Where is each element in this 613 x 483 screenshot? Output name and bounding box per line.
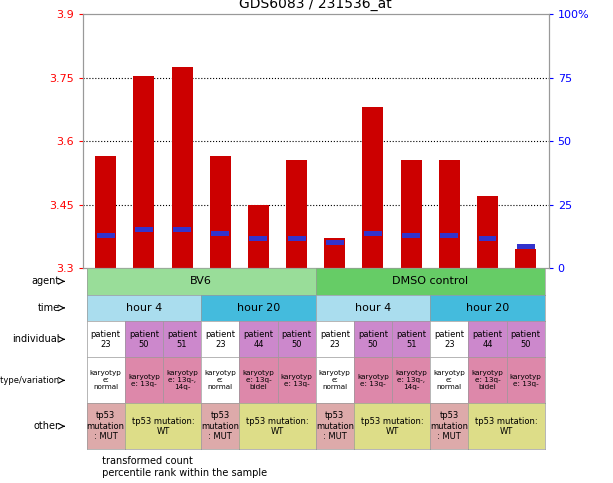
Bar	[479, 236, 497, 241]
Text: karyotyp
e:
normal: karyotyp e: normal	[89, 370, 121, 390]
Text: patient
51: patient 51	[396, 329, 426, 349]
Bar	[439, 160, 460, 268]
Bar	[326, 240, 344, 245]
Text: percentile rank within the sample: percentile rank within the sample	[99, 468, 267, 478]
Bar	[402, 233, 420, 239]
Bar	[362, 107, 384, 268]
Bar	[324, 239, 345, 268]
Text: hour 20: hour 20	[466, 303, 509, 313]
Text: patient
23: patient 23	[435, 329, 465, 349]
Bar	[364, 231, 382, 236]
Text: karyotyp
e:
normal: karyotyp e: normal	[204, 370, 236, 390]
Text: tp53 mutation:
WT: tp53 mutation: WT	[475, 416, 538, 436]
Text: time: time	[37, 303, 59, 313]
Bar	[135, 227, 153, 232]
Text: patient
51: patient 51	[167, 329, 197, 349]
Bar	[248, 205, 269, 268]
Text: tp53
mutation
: MUT: tp53 mutation : MUT	[86, 412, 124, 441]
Text: tp53
mutation
: MUT: tp53 mutation : MUT	[316, 412, 354, 441]
Text: patient
44: patient 44	[243, 329, 273, 349]
Text: genotype/variation: genotype/variation	[0, 376, 59, 385]
Text: agent: agent	[31, 276, 59, 286]
Title: GDS6083 / 231536_at: GDS6083 / 231536_at	[239, 0, 392, 11]
Text: patient
50: patient 50	[511, 329, 541, 349]
Text: karyotyp
e: 13q-: karyotyp e: 13q-	[281, 374, 313, 387]
Text: tp53 mutation:
WT: tp53 mutation: WT	[132, 416, 194, 436]
Text: patient
50: patient 50	[129, 329, 159, 349]
Bar	[477, 196, 498, 268]
Bar	[95, 156, 116, 268]
Text: karyotyp
e: 13q-: karyotyp e: 13q-	[357, 374, 389, 387]
Text: karyotyp
e: 13q-,
14q-: karyotyp e: 13q-, 14q-	[395, 370, 427, 390]
Bar	[517, 244, 535, 249]
Text: DMSO control: DMSO control	[392, 276, 468, 286]
Text: karyotyp
e:
normal: karyotyp e: normal	[433, 370, 465, 390]
Text: hour 20: hour 20	[237, 303, 280, 313]
Text: patient
23: patient 23	[320, 329, 350, 349]
Text: karyotyp
e:
normal: karyotyp e: normal	[319, 370, 351, 390]
Bar	[97, 233, 115, 239]
Text: tp53 mutation:
WT: tp53 mutation: WT	[361, 416, 424, 436]
Text: karyotyp
e: 13q-
bidel: karyotyp e: 13q- bidel	[243, 370, 275, 390]
Bar	[515, 249, 536, 268]
Text: other: other	[34, 421, 59, 431]
Text: patient
23: patient 23	[205, 329, 235, 349]
Text: patient
23: patient 23	[91, 329, 121, 349]
Text: hour 4: hour 4	[126, 303, 162, 313]
Bar	[210, 156, 230, 268]
Text: karyotyp
e: 13q-,
14q-: karyotyp e: 13q-, 14q-	[166, 370, 198, 390]
Bar	[172, 67, 192, 268]
Text: patient
50: patient 50	[281, 329, 311, 349]
Text: tp53
mutation
: MUT: tp53 mutation : MUT	[201, 412, 239, 441]
Text: karyotyp
e: 13q-
bidel: karyotyp e: 13q- bidel	[471, 370, 503, 390]
Bar	[211, 231, 229, 236]
Bar	[249, 236, 267, 241]
Text: individual: individual	[12, 334, 59, 344]
Bar	[440, 233, 459, 239]
Text: patient
44: patient 44	[473, 329, 503, 349]
Bar	[401, 160, 422, 268]
Bar	[173, 227, 191, 232]
Text: tp53 mutation:
WT: tp53 mutation: WT	[246, 416, 309, 436]
Bar	[134, 76, 154, 268]
Text: patient
50: patient 50	[358, 329, 388, 349]
Bar	[287, 236, 305, 241]
Bar	[286, 160, 307, 268]
Text: BV6: BV6	[190, 276, 212, 286]
Text: tp53
mutation
: MUT: tp53 mutation : MUT	[430, 412, 468, 441]
Text: hour 4: hour 4	[355, 303, 391, 313]
Text: karyotyp
e: 13q-: karyotyp e: 13q-	[128, 374, 160, 387]
Text: transformed count: transformed count	[99, 456, 193, 466]
Text: karyotyp
e: 13q-: karyotyp e: 13q-	[510, 374, 542, 387]
